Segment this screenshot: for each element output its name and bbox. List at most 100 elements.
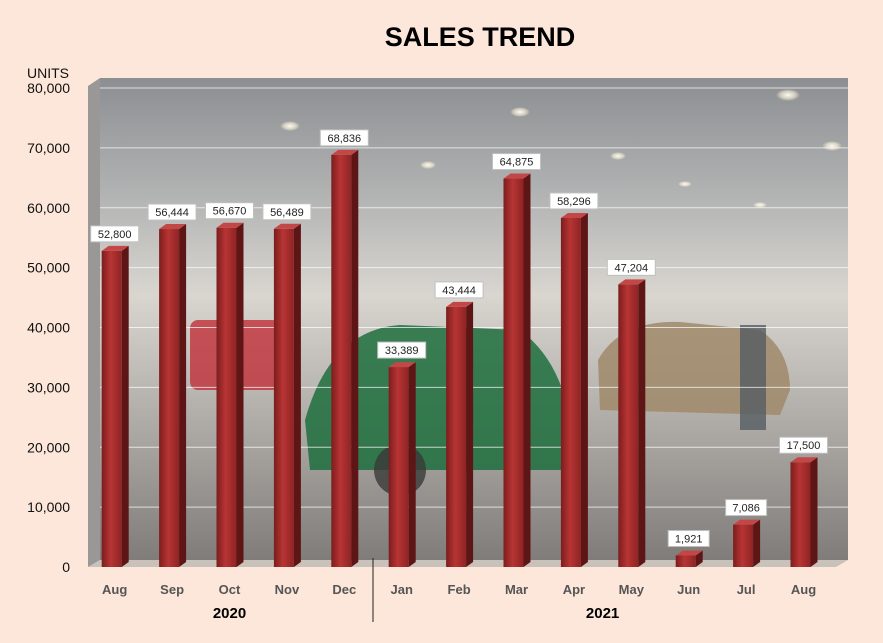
data-label-box: [779, 436, 828, 454]
bar: [446, 306, 467, 567]
bar-side: [179, 224, 187, 567]
y-tick-label: 20,000: [27, 439, 70, 455]
data-label: 17,500: [787, 440, 821, 452]
bar-top: [446, 301, 474, 307]
data-label: 33,389: [385, 345, 419, 357]
group-label: 2021: [586, 605, 619, 622]
data-label: 56,444: [155, 207, 189, 219]
data-label-box: [262, 203, 312, 221]
bar: [216, 227, 237, 568]
bar: [560, 217, 581, 567]
y-axis: 0 10,000 20,000 30,000 40,000 50,000 60,000 70,…: [27, 65, 70, 575]
chart-title: SALES TREND: [384, 22, 576, 52]
data-label-box: [434, 281, 484, 299]
ceiling-light: [420, 161, 436, 169]
bar-side: [236, 222, 244, 568]
bar-side: [753, 519, 761, 567]
bar-top: [790, 457, 818, 463]
bar: [675, 555, 696, 567]
bar: [101, 250, 122, 568]
ceiling-light: [822, 141, 842, 151]
ceiling-light: [678, 181, 692, 187]
data-label-box: [90, 225, 140, 243]
bar-top: [216, 222, 244, 228]
data-label: 43,444: [442, 285, 476, 297]
data-label: 56,670: [213, 206, 247, 218]
data-label-box: [319, 129, 369, 147]
bar: [733, 524, 754, 567]
bar-side: [810, 457, 818, 567]
bar-side: [695, 550, 703, 567]
y-tick-label: 80,000: [27, 80, 70, 96]
x-axis: Aug Sep Oct Nov Dec Jan Feb Mar Apr May Jun Jul Aug 2…: [102, 558, 816, 622]
x-tick-label: Dec: [332, 582, 356, 597]
data-label: 7,086: [732, 503, 760, 515]
data-label-box: [725, 499, 768, 517]
bar-top: [560, 212, 588, 218]
x-tick-label: Aug: [791, 582, 816, 597]
x-tick-label: Jun: [677, 582, 700, 597]
data-label-box: [377, 341, 427, 359]
y-tick-label: 30,000: [27, 379, 70, 395]
bar: [331, 154, 352, 567]
x-tick-label: Oct: [219, 582, 241, 597]
bar-side: [121, 245, 129, 568]
x-tick-label: Aug: [102, 582, 127, 597]
group-label: 2020: [213, 605, 246, 622]
bar: [618, 284, 639, 567]
data-label-box: [147, 203, 197, 221]
bars-group: 52,800 56,444 56,670 56,489 68,836 33,389 43,4…: [90, 129, 828, 568]
data-label-box: [492, 153, 541, 171]
ceiling-light: [280, 121, 300, 131]
data-label: 47,204: [614, 262, 648, 274]
y-axis-title: UNITS: [27, 65, 69, 81]
ceiling-light: [776, 89, 800, 101]
x-tick-label: May: [619, 582, 645, 597]
y-tick-label: 40,000: [27, 320, 70, 336]
bar-side: [638, 279, 646, 567]
display-stand: [740, 325, 766, 430]
data-label-box: [549, 192, 599, 210]
y-tick-label: 50,000: [27, 260, 70, 276]
x-tick-label: Mar: [505, 582, 528, 597]
bar-top: [331, 149, 359, 155]
ceiling-light: [510, 107, 530, 117]
bar-top: [503, 173, 531, 179]
ceiling-light: [753, 202, 767, 208]
bar-side: [408, 362, 416, 567]
y-tick-label: 60,000: [27, 200, 70, 216]
plot-side-wall: [88, 78, 100, 567]
data-label: 64,875: [500, 157, 534, 169]
bar: [273, 228, 294, 568]
bar-top: [733, 519, 761, 525]
x-tick-label: Jul: [737, 582, 756, 597]
bar-side: [293, 223, 301, 568]
x-tick-label: Feb: [448, 582, 471, 597]
bar-side: [580, 212, 588, 567]
x-tick-label: Sep: [160, 582, 184, 597]
bar-top: [159, 224, 187, 230]
data-label: 1,921: [675, 533, 703, 545]
bar: [503, 178, 524, 567]
ceiling-light: [610, 152, 626, 160]
x-tick-label: Apr: [563, 582, 585, 597]
bar-side: [523, 173, 531, 567]
bar: [159, 229, 180, 567]
data-label: 58,296: [557, 196, 591, 208]
data-label: 56,489: [270, 207, 304, 219]
bar-side: [351, 149, 359, 567]
data-label: 68,836: [327, 133, 361, 145]
bar-side: [466, 301, 474, 567]
x-tick-label: Jan: [390, 582, 412, 597]
bar: [790, 462, 811, 567]
y-tick-label: 70,000: [27, 140, 70, 156]
data-label-box: [606, 258, 656, 276]
y-tick-label: 10,000: [27, 499, 70, 515]
bar-top: [675, 550, 703, 556]
bar-top: [388, 362, 416, 368]
data-label-box: [667, 529, 710, 547]
x-tick-label: Nov: [275, 582, 300, 597]
bar: [388, 367, 409, 567]
data-label: 52,800: [98, 229, 132, 241]
